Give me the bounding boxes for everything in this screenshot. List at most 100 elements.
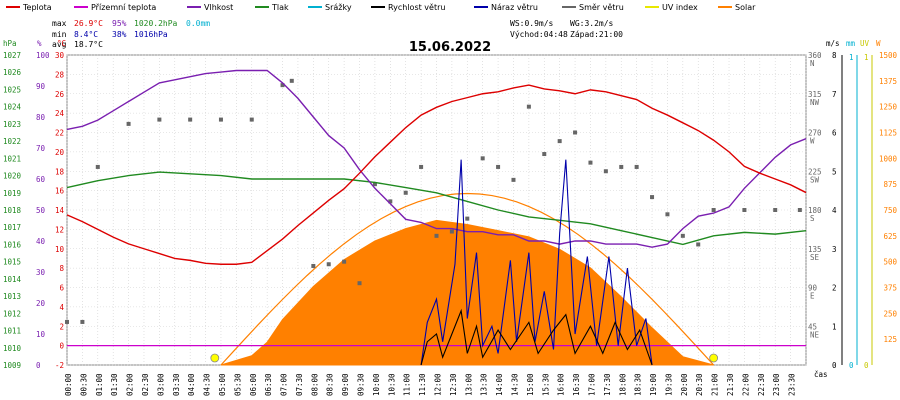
wind-dir-point-30 <box>619 164 624 169</box>
wm2-tick: 1500 <box>879 51 898 60</box>
temp-tick: 28 <box>55 70 65 79</box>
x-tick: 02:00 <box>126 373 135 396</box>
press-tick: 1019 <box>3 189 21 198</box>
press-tick: 1022 <box>3 137 21 146</box>
press-tick: 1015 <box>3 258 21 267</box>
wm2-tick: 125 <box>883 335 897 344</box>
x-tick: 21:30 <box>726 373 735 396</box>
press-tick: 1027 <box>3 51 21 60</box>
press-tick: 1020 <box>3 172 22 181</box>
wind-dir-point-27 <box>573 130 578 135</box>
press-tick: 1009 <box>3 361 21 370</box>
temp-tick: 22 <box>55 129 64 138</box>
press-tick: 1024 <box>3 103 22 112</box>
wind-dir-point-19 <box>449 229 454 234</box>
wm2-tick: 875 <box>883 180 897 189</box>
temp-tick: 10 <box>55 245 65 254</box>
x-tick: 16:30 <box>572 373 581 396</box>
wind-dir-point-9 <box>289 78 294 83</box>
hum-tick: 100 <box>36 51 50 60</box>
stat-avg-temp: 18.7°C <box>74 40 103 49</box>
wm2-tick: 625 <box>883 232 897 241</box>
stat-min-label: min <box>52 30 67 39</box>
wind-dir-point-36 <box>711 208 716 212</box>
x-tick: 10:30 <box>387 373 396 396</box>
legend: Teplota Přízemní teplota Vlhkost Tlak Srážky… <box>6 3 756 12</box>
ms-tick: 5 <box>832 167 837 176</box>
wind-dir-point-10 <box>311 263 316 268</box>
press-tick: 1014 <box>3 275 22 284</box>
wind-dir-point-1 <box>80 319 85 324</box>
wm2-unit: W <box>876 39 881 48</box>
sunrise-marker <box>210 353 220 363</box>
legend-label-3: Tlak <box>271 3 289 12</box>
x-tick: 03:00 <box>156 373 165 396</box>
x-tick: 19:30 <box>664 373 673 396</box>
series-temperature <box>66 84 807 265</box>
uv-unit: UV <box>860 39 870 48</box>
wind-dir-point-34 <box>680 233 685 238</box>
hum-tick: 0 <box>36 361 41 370</box>
ms-unit: m/s <box>826 39 840 48</box>
press-tick: 1010 <box>3 344 22 353</box>
temp-tick: 0 <box>59 342 64 351</box>
dir-tick: 90 <box>808 284 818 293</box>
legend-label-7: Směr větru <box>579 3 624 12</box>
x-tick: 08:30 <box>326 373 335 396</box>
legend-label-0: Teplota <box>22 3 52 12</box>
stat-min-temp: 8.4°C <box>74 30 98 39</box>
wind-dir-point-14 <box>372 182 377 187</box>
dir-label: SE <box>810 253 820 262</box>
x-axis-label: čas <box>814 370 828 379</box>
press-tick: 1013 <box>3 292 21 301</box>
wind-dir-point-17 <box>419 164 424 169</box>
plot-area <box>65 69 807 366</box>
wind-dir-point-39 <box>797 208 802 212</box>
series-wind-speed <box>420 308 653 366</box>
stats-panel: max 26.9°C 95% 1020.2hPa 0.0mm min 8.4°C… <box>52 19 623 49</box>
x-tick: 14:30 <box>510 373 519 396</box>
dir-tick: 270 <box>808 129 822 138</box>
ms-tick: 3 <box>832 245 837 254</box>
wind-dir-point-16 <box>403 190 408 195</box>
wind-dir-point-0 <box>65 319 69 324</box>
x-tick: 13:30 <box>480 373 489 396</box>
hum-tick: 80 <box>36 113 46 122</box>
x-tick: 04:30 <box>203 373 212 396</box>
wind-dir-point-24 <box>526 104 531 109</box>
press-tick: 1011 <box>3 327 21 336</box>
x-tick: 18:30 <box>634 373 643 396</box>
legend-label-5: Rychlost větru <box>388 3 445 12</box>
x-tick: 12:00 <box>434 373 443 396</box>
hum-tick: 70 <box>36 144 46 153</box>
ms-tick: 7 <box>832 90 837 99</box>
x-tick: 09:30 <box>357 373 366 396</box>
series-humidity <box>66 69 807 248</box>
sunset-marker <box>709 353 719 363</box>
wind-dir-point-35 <box>696 242 701 247</box>
hum-tick: 20 <box>36 299 46 308</box>
temp-tick: 8 <box>59 264 64 273</box>
wind-dir-point-7 <box>249 117 254 122</box>
hum-tick: 40 <box>36 237 46 246</box>
stat-min-hum: 38% <box>112 30 127 39</box>
stat-max-rain: 0.0mm <box>186 19 210 28</box>
stat-max-hum: 95% <box>112 19 127 28</box>
wind-dir-point-25 <box>542 152 547 157</box>
series-wind-gust <box>420 159 653 366</box>
ms-tick: 0 <box>832 361 837 370</box>
wind-dir-point-33 <box>665 212 670 217</box>
wm2-tick: 250 <box>883 309 897 318</box>
x-tick: 09:00 <box>341 373 350 396</box>
dir-tick: 45 <box>808 322 817 331</box>
x-tick: 13:00 <box>464 373 473 396</box>
hum-tick: 90 <box>36 82 46 91</box>
hum-tick: 50 <box>36 206 46 215</box>
stat-max-label: max <box>52 19 67 28</box>
series-pressure <box>66 171 807 246</box>
wind-dir-point-32 <box>650 195 655 200</box>
temp-tick: 20 <box>55 148 65 157</box>
wm2-tick: 750 <box>883 206 897 215</box>
temp-tick: 14 <box>55 206 65 215</box>
